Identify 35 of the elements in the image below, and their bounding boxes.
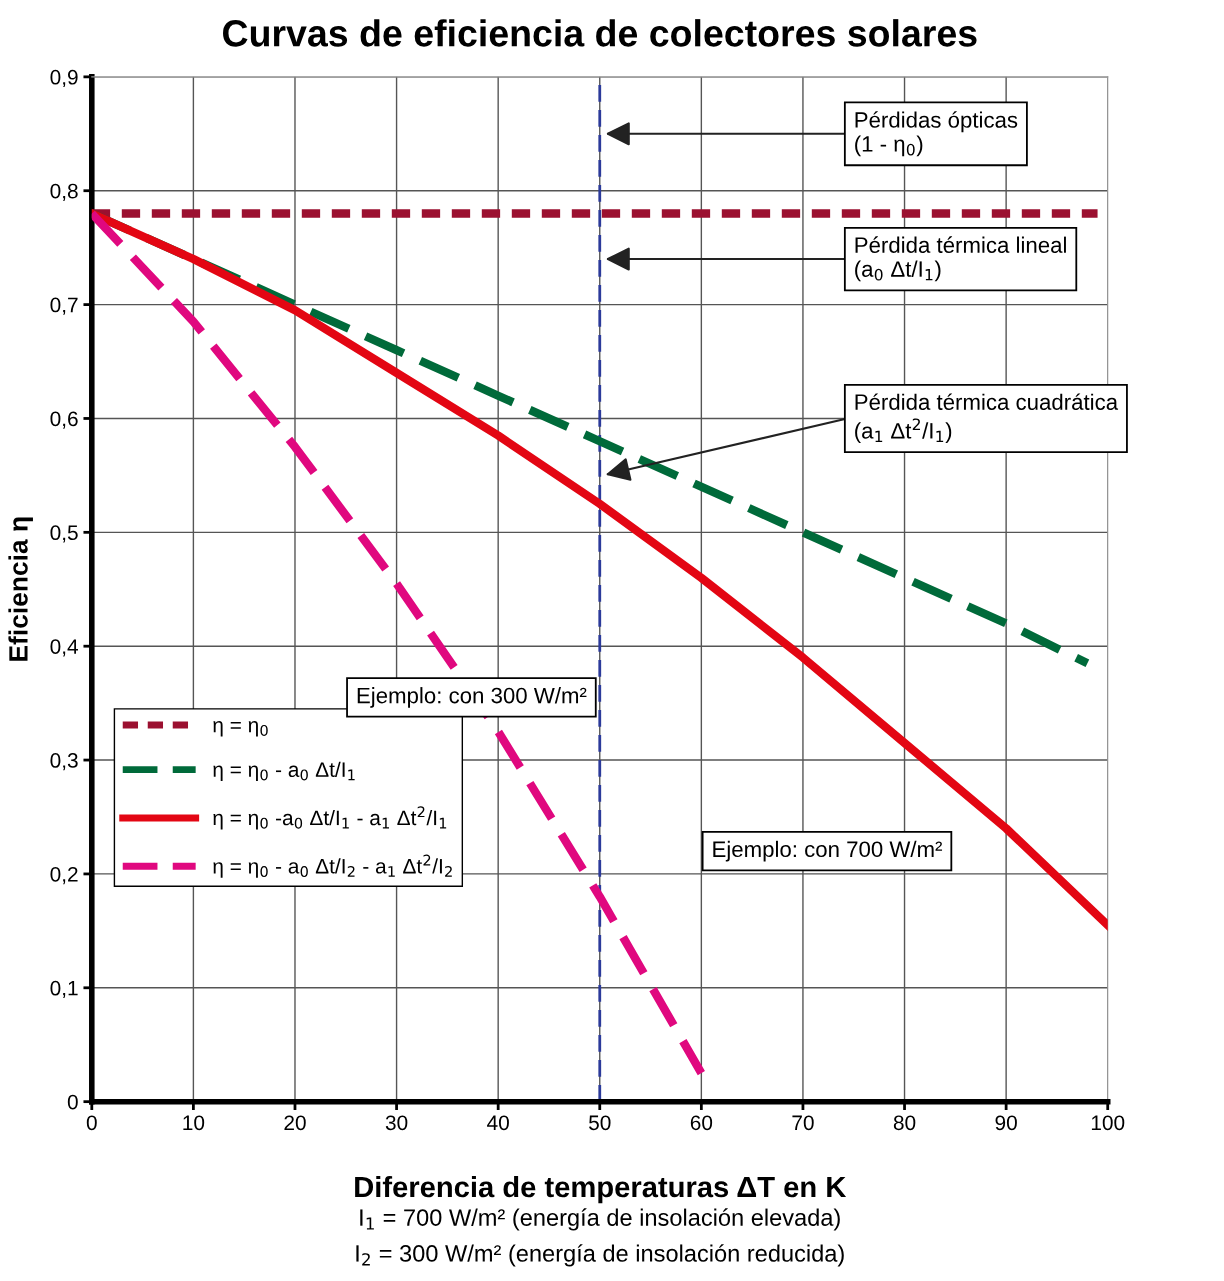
y-tick-label: 0: [67, 1094, 78, 1110]
text: η = η$_{0}$ -a$_{0}$ Δt/I$_{1}$ - a$_{1}$ Δt$^{2}$/I$_{1}$: [213, 806, 447, 830]
x-tick-label: 90: [995, 1115, 1017, 1131]
legend-label: η = η$_{0}$ - a$_{0}$ Δt/I$_{1}$: [213, 761, 355, 782]
y-tick-label: 0,3: [50, 753, 78, 771]
y-tick-label: 0,6: [50, 411, 78, 429]
annotation: Ejemplo: con 700 W/m²: [713, 840, 943, 862]
annotation: Pérdidas ópticas (1 - η$_{0}$): [855, 111, 1018, 157]
x-tick-label: 100: [1091, 1115, 1125, 1131]
annotation: Pérdida térmica cuadrática (a$_{1}$ Δt$^{2}$/I$_{1}$): [855, 393, 1119, 444]
x-tick-label: 40: [487, 1115, 509, 1131]
x-tick-label: 50: [589, 1115, 611, 1131]
x-tick-label: 10: [183, 1115, 205, 1131]
y-tick-label: 0,2: [50, 866, 78, 885]
chart-title: Curvas de eficiencia de colectores solares: [223, 19, 977, 47]
x-tick-label: 70: [792, 1115, 814, 1131]
annotation: Pérdida térmica lineal (a$_{0}$ Δt/I$_{1}$): [855, 236, 1066, 282]
x-tick-label: 80: [893, 1115, 916, 1131]
annotation: Ejemplo: con 300 W/m²: [357, 687, 587, 708]
y-tick-label: 0,8: [50, 183, 78, 201]
y-tick-label: 0,7: [50, 297, 78, 315]
x-tick-label: 30: [385, 1115, 408, 1131]
text: I$_{2}$ = 300 W/m² (energía de insolación reducida): [356, 1244, 844, 1267]
legend-label: η = η$_{0}$: [213, 721, 268, 737]
y-tick-label: 0,5: [50, 525, 78, 543]
y-tick-label: 0,1: [50, 980, 78, 999]
y-axis-title: Eficiencia η: [8, 517, 33, 661]
x-tick-label: 20: [284, 1115, 306, 1131]
x-tick-label: 0: [86, 1115, 97, 1131]
text: η = η$_{0}$ - a$_{0}$ Δt/I$_{2}$ - a$_{1}$ Δt$^{2}$/I$_{2}$: [213, 854, 452, 878]
y-tick-label: 0,4: [50, 639, 78, 657]
x-axis-title: Diferencia de temperaturas ΔT en K: [355, 1175, 847, 1204]
x-tick-label: 60: [690, 1115, 713, 1131]
y-tick-label: 0,9: [50, 69, 78, 88]
text: I$_{1}$ = 700 W/m² (energía de insolación elevada): [360, 1208, 840, 1231]
